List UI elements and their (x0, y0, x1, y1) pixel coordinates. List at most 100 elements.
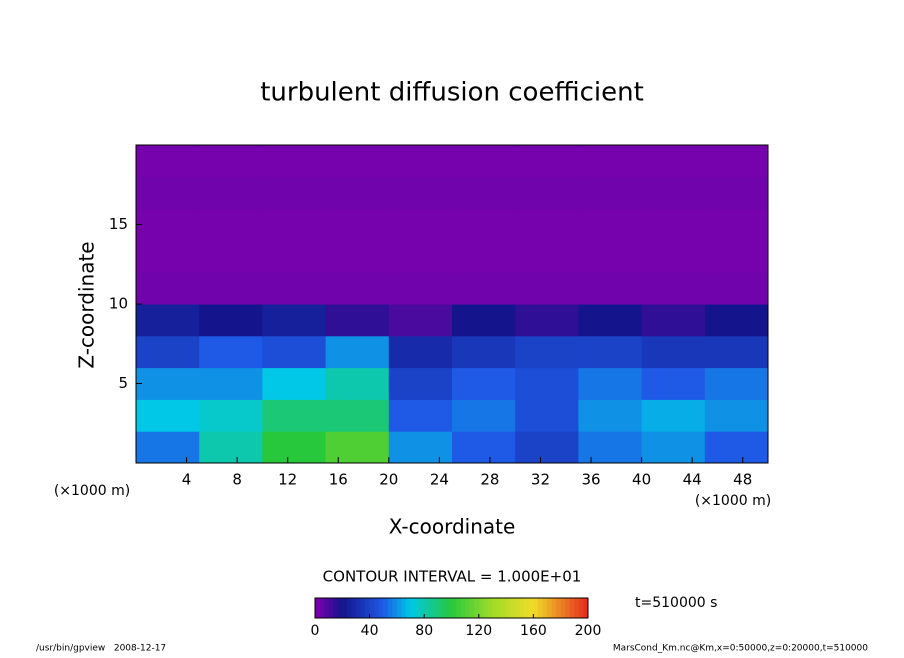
contour-cell (452, 367, 516, 400)
colorbar-tick-label: 40 (361, 623, 379, 639)
colorbar-swatch (383, 598, 389, 618)
contour-cell (136, 272, 200, 305)
contour-cell (262, 240, 327, 273)
colorbar-swatch (519, 598, 525, 618)
contour-cell (388, 304, 453, 337)
contour-cell (704, 272, 769, 305)
contour-cell (452, 145, 516, 178)
contour-cell (325, 367, 390, 400)
colorbar-swatch (542, 598, 548, 618)
colorbar-swatch (533, 598, 539, 618)
contour-cell (515, 176, 579, 210)
colorbar-swatch (492, 598, 498, 618)
colorbar-swatch (369, 598, 375, 618)
contour-cell (199, 208, 263, 241)
contour-cell (704, 335, 769, 369)
y-tick-label: 15 (109, 215, 128, 233)
contour-cell (578, 367, 643, 400)
contour-cell (578, 240, 643, 273)
colorbar-swatch (497, 598, 503, 618)
contour-cell (578, 272, 643, 305)
contour-cell (388, 176, 453, 210)
contour-cell (641, 304, 706, 337)
y-axis-label: Z-coordinate (75, 241, 99, 368)
colorbar-swatch (401, 598, 407, 618)
contour-cell (641, 431, 706, 464)
x-tick-label: 16 (329, 471, 348, 489)
x-unit: (×1000 m) (695, 493, 771, 509)
contour-cell (262, 304, 327, 337)
colorbar-swatch (392, 598, 398, 618)
colorbar-swatch (524, 598, 530, 618)
x-axis-label: X-coordinate (389, 515, 516, 539)
colorbar-swatch (465, 598, 471, 618)
colorbar-frame (314, 597, 589, 619)
contour-cell (515, 272, 579, 305)
colorbar-swatch (469, 598, 475, 618)
colorbar-swatch (396, 598, 402, 618)
colorbar-swatch (406, 598, 412, 618)
colorbar-swatch (360, 598, 366, 618)
x-tick-label: 12 (278, 471, 297, 489)
y-tick-label: 5 (118, 374, 128, 392)
x-tick-label: 40 (632, 471, 651, 489)
contour-cell (262, 431, 327, 464)
contour-cell (325, 176, 390, 210)
contour-cell (262, 272, 327, 305)
x-tick-label: 44 (683, 471, 702, 489)
contour-cell (578, 208, 643, 241)
contour-cell (388, 367, 453, 400)
colorbar-swatch (515, 598, 521, 618)
colorbar-swatch (446, 598, 452, 618)
contour-cell (199, 176, 263, 210)
colorbar-swatch (387, 598, 393, 618)
contour-cell (452, 208, 516, 241)
contour-cell (704, 240, 769, 273)
contour-cell (136, 240, 200, 273)
time-label: t=510000 s (635, 595, 717, 611)
contour-cell (452, 431, 516, 464)
contour-cell (262, 208, 327, 241)
contour-cell (704, 399, 769, 432)
x-tick-label: 24 (430, 471, 449, 489)
colorbar-swatch (528, 598, 534, 618)
colorbar-swatch (355, 598, 361, 618)
colorbar-swatch (510, 598, 516, 618)
colorbar-swatch (556, 598, 562, 618)
contour-cell (199, 399, 263, 432)
contour-cell (641, 240, 706, 273)
colorbar-swatch (315, 598, 321, 618)
colorbar-swatch (342, 598, 348, 618)
contour-field (136, 145, 769, 464)
colorbar-swatch (337, 598, 343, 618)
colorbar-swatch (456, 598, 462, 618)
contour-cell (199, 240, 263, 273)
colorbar-swatch (547, 598, 553, 618)
x-tick-label: 36 (581, 471, 600, 489)
colorbar-swatch (478, 598, 484, 618)
contour-cell (388, 240, 453, 273)
colorbar-swatch (574, 598, 580, 618)
contour-cell (452, 399, 516, 432)
colorbar-swatch (578, 598, 584, 618)
colorbar-swatch (583, 598, 589, 618)
contour-cell (515, 367, 579, 400)
contour-cell (388, 272, 453, 305)
colorbar-swatch (569, 598, 575, 618)
colorbar-tick-label: 120 (465, 623, 492, 639)
contour-cell (262, 367, 327, 400)
contour-cell (515, 240, 579, 273)
footer-left: /usr/bin/gpview 2008-12-17 (36, 644, 166, 654)
contour-cell (388, 399, 453, 432)
contour-cell (641, 335, 706, 369)
x-tick-label: 20 (379, 471, 398, 489)
colorbar-swatch (346, 598, 352, 618)
colorbar-swatch (442, 598, 448, 618)
contour-cell (136, 431, 200, 464)
contour-cell (641, 176, 706, 210)
contour-cell (262, 176, 327, 210)
contour-cell (136, 399, 200, 432)
colorbar-swatch (428, 598, 434, 618)
